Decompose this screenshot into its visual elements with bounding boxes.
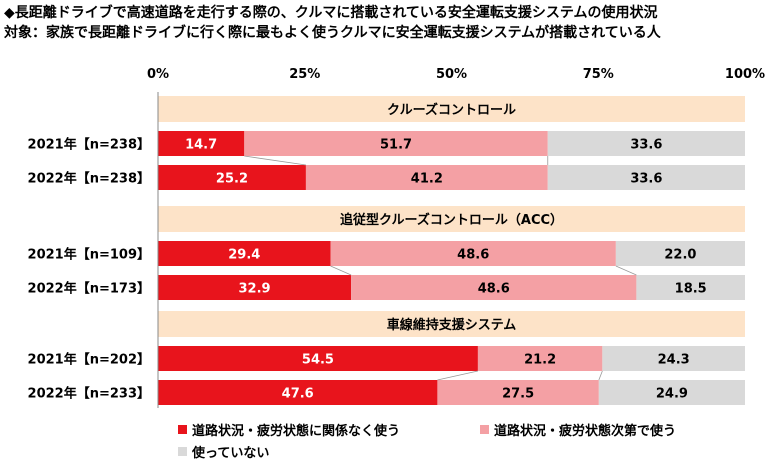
bar-segment [158,380,438,405]
bar-segment [615,241,745,266]
connector-line [330,265,352,276]
legend-label-conditional: 道路状況・疲労状態次第で使う [494,424,677,439]
bar-segment [158,275,352,300]
legend-item-not-used: 使っていない [178,442,269,461]
data-label: 33.6 [630,172,662,187]
bar-segment [437,380,599,405]
data-label: 21.2 [524,353,556,368]
bar-segment [602,346,745,371]
data-label: 25.2 [216,172,248,187]
group-header-label: 追従型クルーズコントロール（ACC） [340,212,563,228]
data-label: 41.2 [411,172,443,187]
bar-segment [158,131,245,156]
data-label: 51.7 [380,138,412,153]
row-label: 2021年【n=202】 [28,352,150,368]
bar-segment [244,131,548,156]
bar-segment [158,241,331,266]
legend-item-always: 道路状況・疲労状態に関係なく使う [178,420,400,439]
connector-line [244,155,306,166]
x-tick-label: 50% [436,67,467,82]
row-label: 2021年【n=109】 [28,247,150,263]
x-tick-label: 75% [583,67,614,82]
x-tick-label: 0% [147,67,169,82]
legend-label-always: 道路状況・疲労状態に関係なく使う [192,424,401,439]
connector-line [615,265,637,276]
bar-segment [351,275,637,300]
data-label: 24.9 [656,387,688,402]
legend-item-conditional: 道路状況・疲労状態次第で使う [480,420,676,439]
row-label: 2022年【n=238】 [28,171,150,187]
bar-segment [547,131,745,156]
chart-subtitle: 対象：家族で長距離ドライブに行く際に最もよく使うクルマに安全運転支援システムが搭… [4,25,661,41]
bar-segment [547,165,745,190]
data-label: 24.3 [658,353,690,368]
group-header-band [158,206,745,232]
x-tick-label: 100% [725,67,765,82]
bar-segment [477,346,603,371]
legend-swatch-conditional [480,425,489,434]
row-label: 2021年【n=238】 [28,137,150,153]
connector-line [437,370,479,381]
data-label: 14.7 [185,138,217,153]
bar-segment [305,165,548,190]
data-label: 33.6 [630,138,662,153]
legend-swatch-not-used [178,447,187,456]
data-label: 47.6 [282,387,314,402]
data-label: 18.5 [675,282,707,297]
chart-title: ◆長距離ドライブで高速道路を走行する際の、クルマに搭載されている安全運転支援シス… [4,5,658,21]
group-header-label: 車線維持支援システム [387,317,517,333]
legend-label-not-used: 使っていない [192,446,270,461]
group-header-band [158,96,745,122]
connector-line [598,370,603,381]
bar-segment [158,165,306,190]
bar-segment [158,346,478,371]
bar-segment [636,275,745,300]
data-label: 48.6 [478,282,510,297]
data-label: 22.0 [664,248,696,263]
bar-segment [598,380,745,405]
x-tick-label: 25% [289,67,320,82]
bar-segment [330,241,616,266]
group-header-label: クルーズコントロール [387,102,516,118]
data-label: 27.5 [502,387,534,402]
data-label: 29.4 [228,248,260,263]
row-label: 2022年【n=173】 [28,281,150,297]
legend-swatch-always [178,425,187,434]
row-label: 2022年【n=233】 [28,386,150,402]
group-header-band [158,311,745,337]
data-label: 48.6 [457,248,489,263]
data-label: 32.9 [239,282,271,297]
data-label: 54.5 [302,353,334,368]
